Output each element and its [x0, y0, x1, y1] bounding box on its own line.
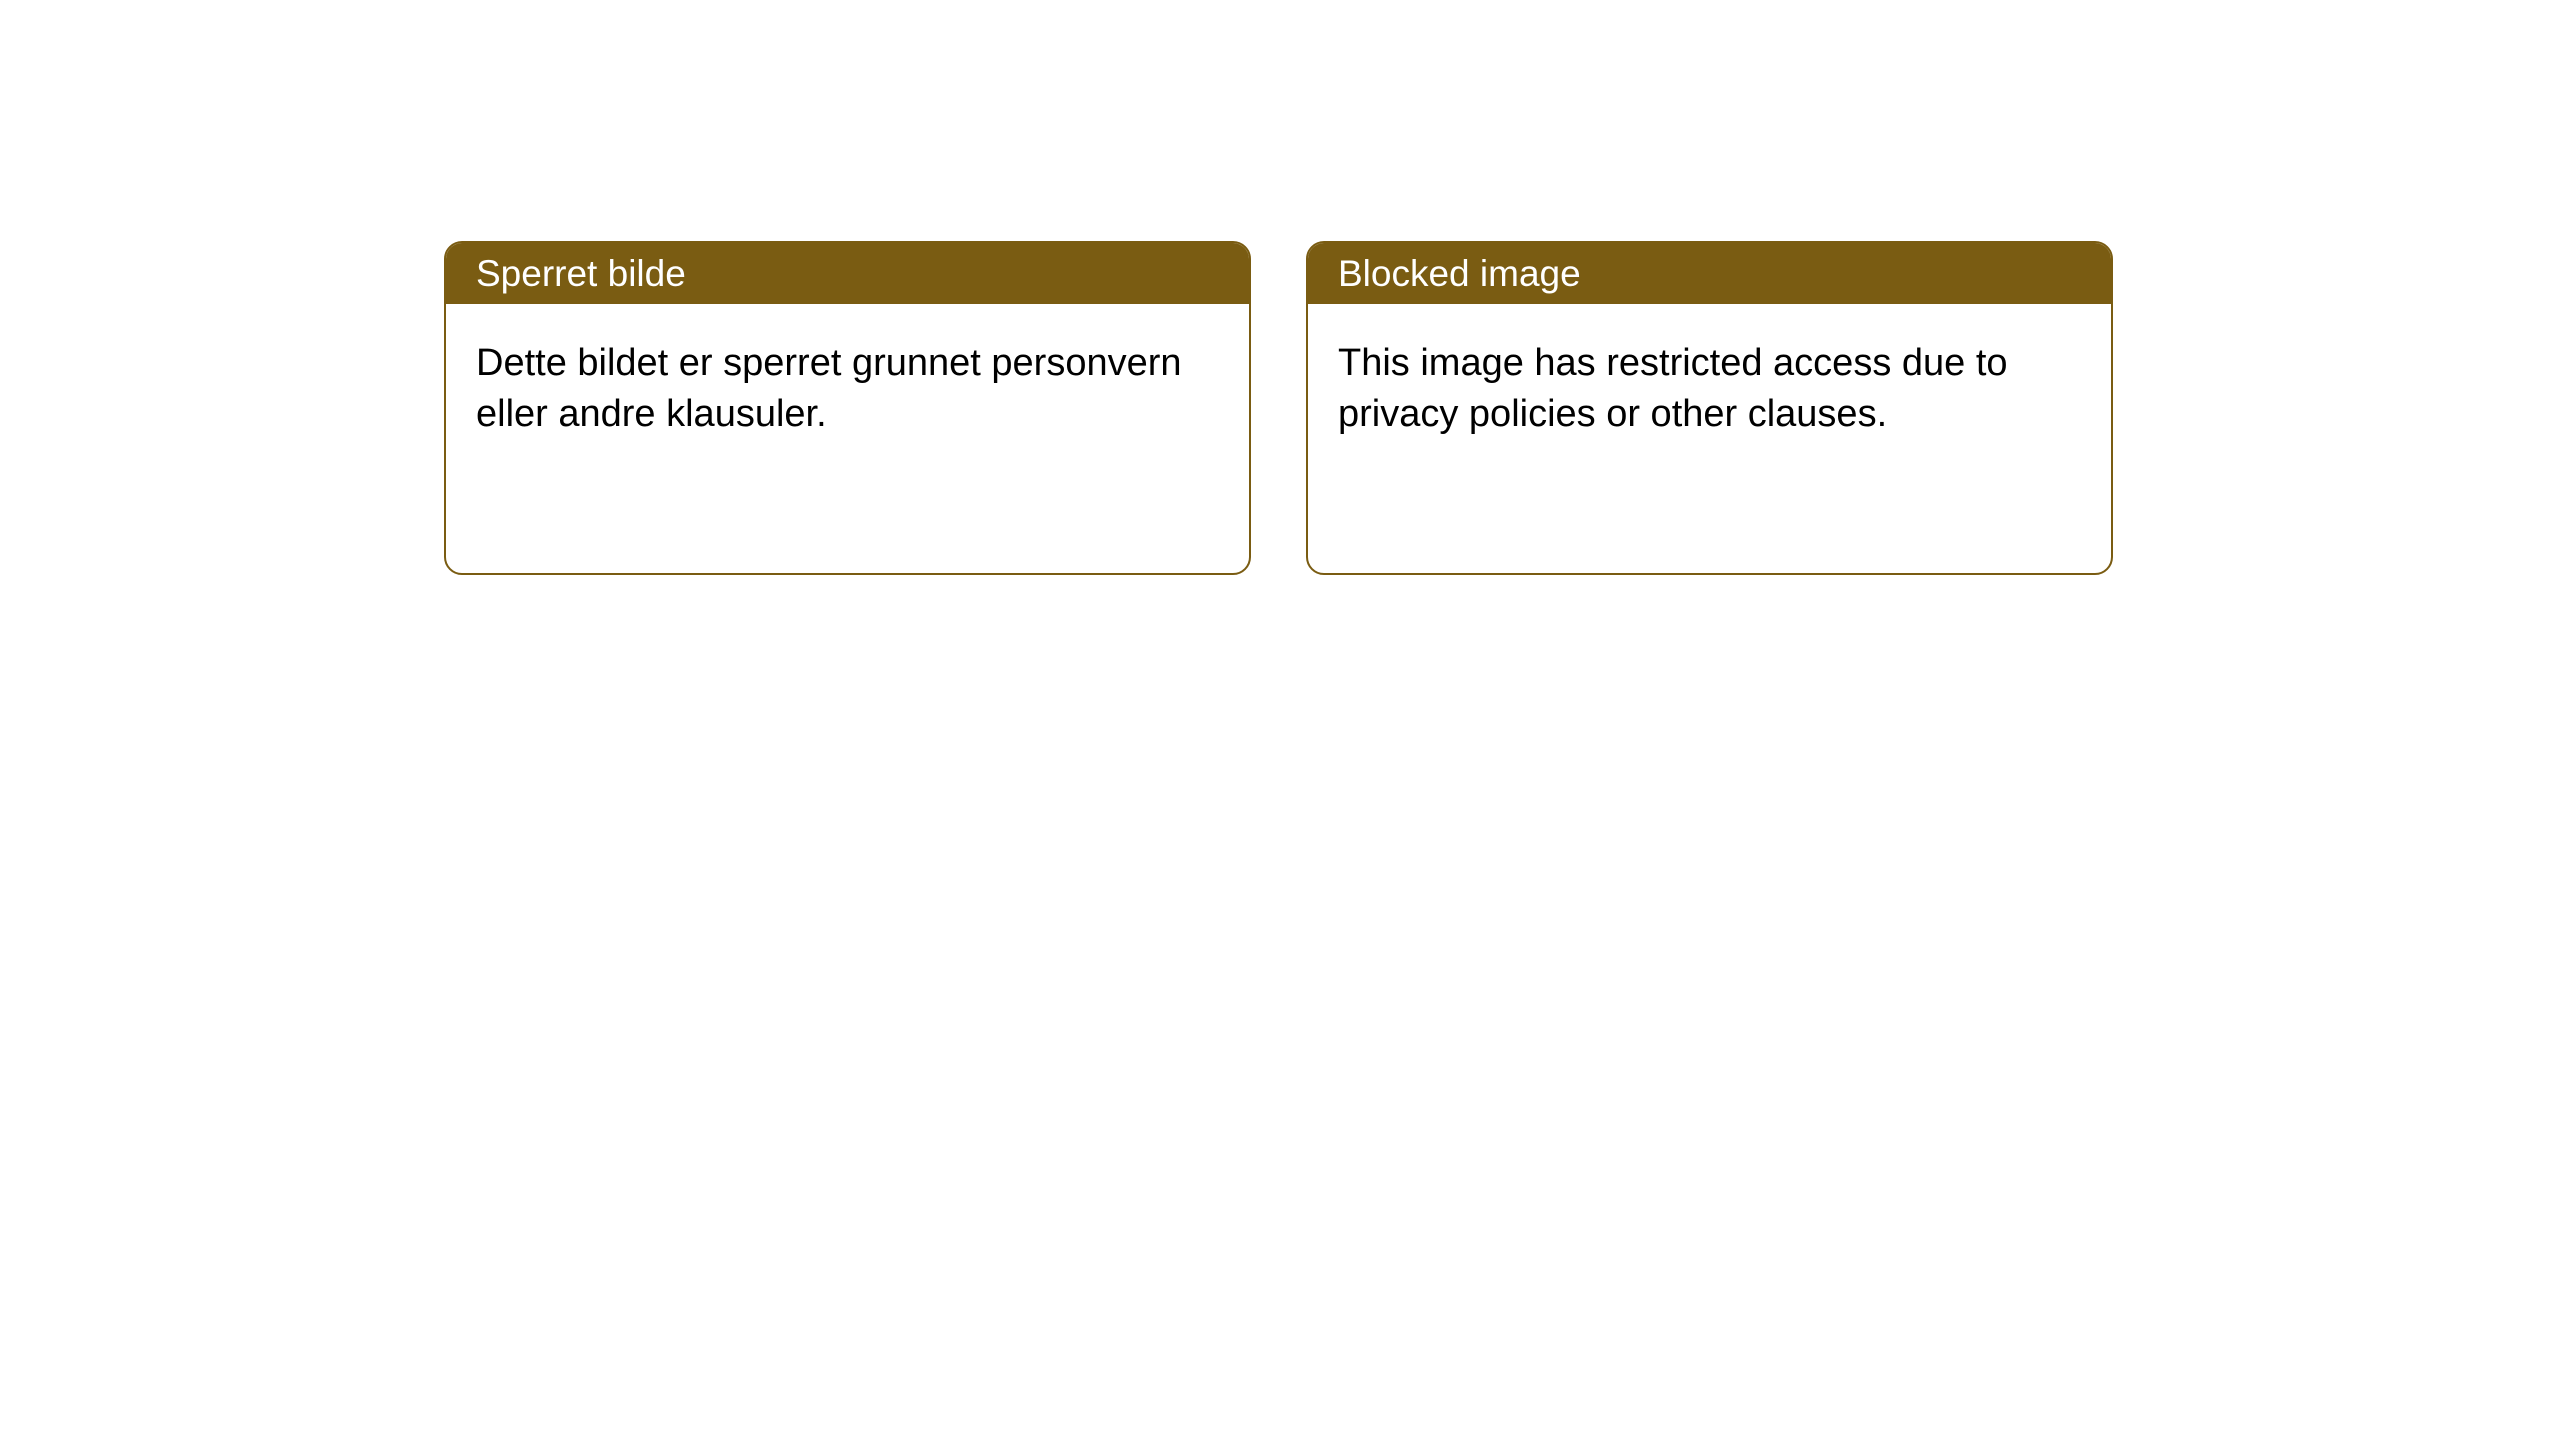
notice-container: Sperret bilde Dette bildet er sperret gr…	[444, 241, 2113, 575]
notice-card-norwegian: Sperret bilde Dette bildet er sperret gr…	[444, 241, 1251, 575]
notice-card-body: Dette bildet er sperret grunnet personve…	[446, 304, 1249, 475]
notice-card-header: Sperret bilde	[446, 243, 1249, 304]
notice-card-title: Sperret bilde	[476, 253, 686, 295]
notice-card-body-text: Dette bildet er sperret grunnet personve…	[476, 342, 1182, 435]
notice-card-body-text: This image has restricted access due to …	[1338, 342, 2008, 435]
notice-card-english: Blocked image This image has restricted …	[1306, 241, 2113, 575]
notice-card-title: Blocked image	[1338, 253, 1581, 295]
notice-card-body: This image has restricted access due to …	[1308, 304, 2111, 475]
notice-card-header: Blocked image	[1308, 243, 2111, 304]
